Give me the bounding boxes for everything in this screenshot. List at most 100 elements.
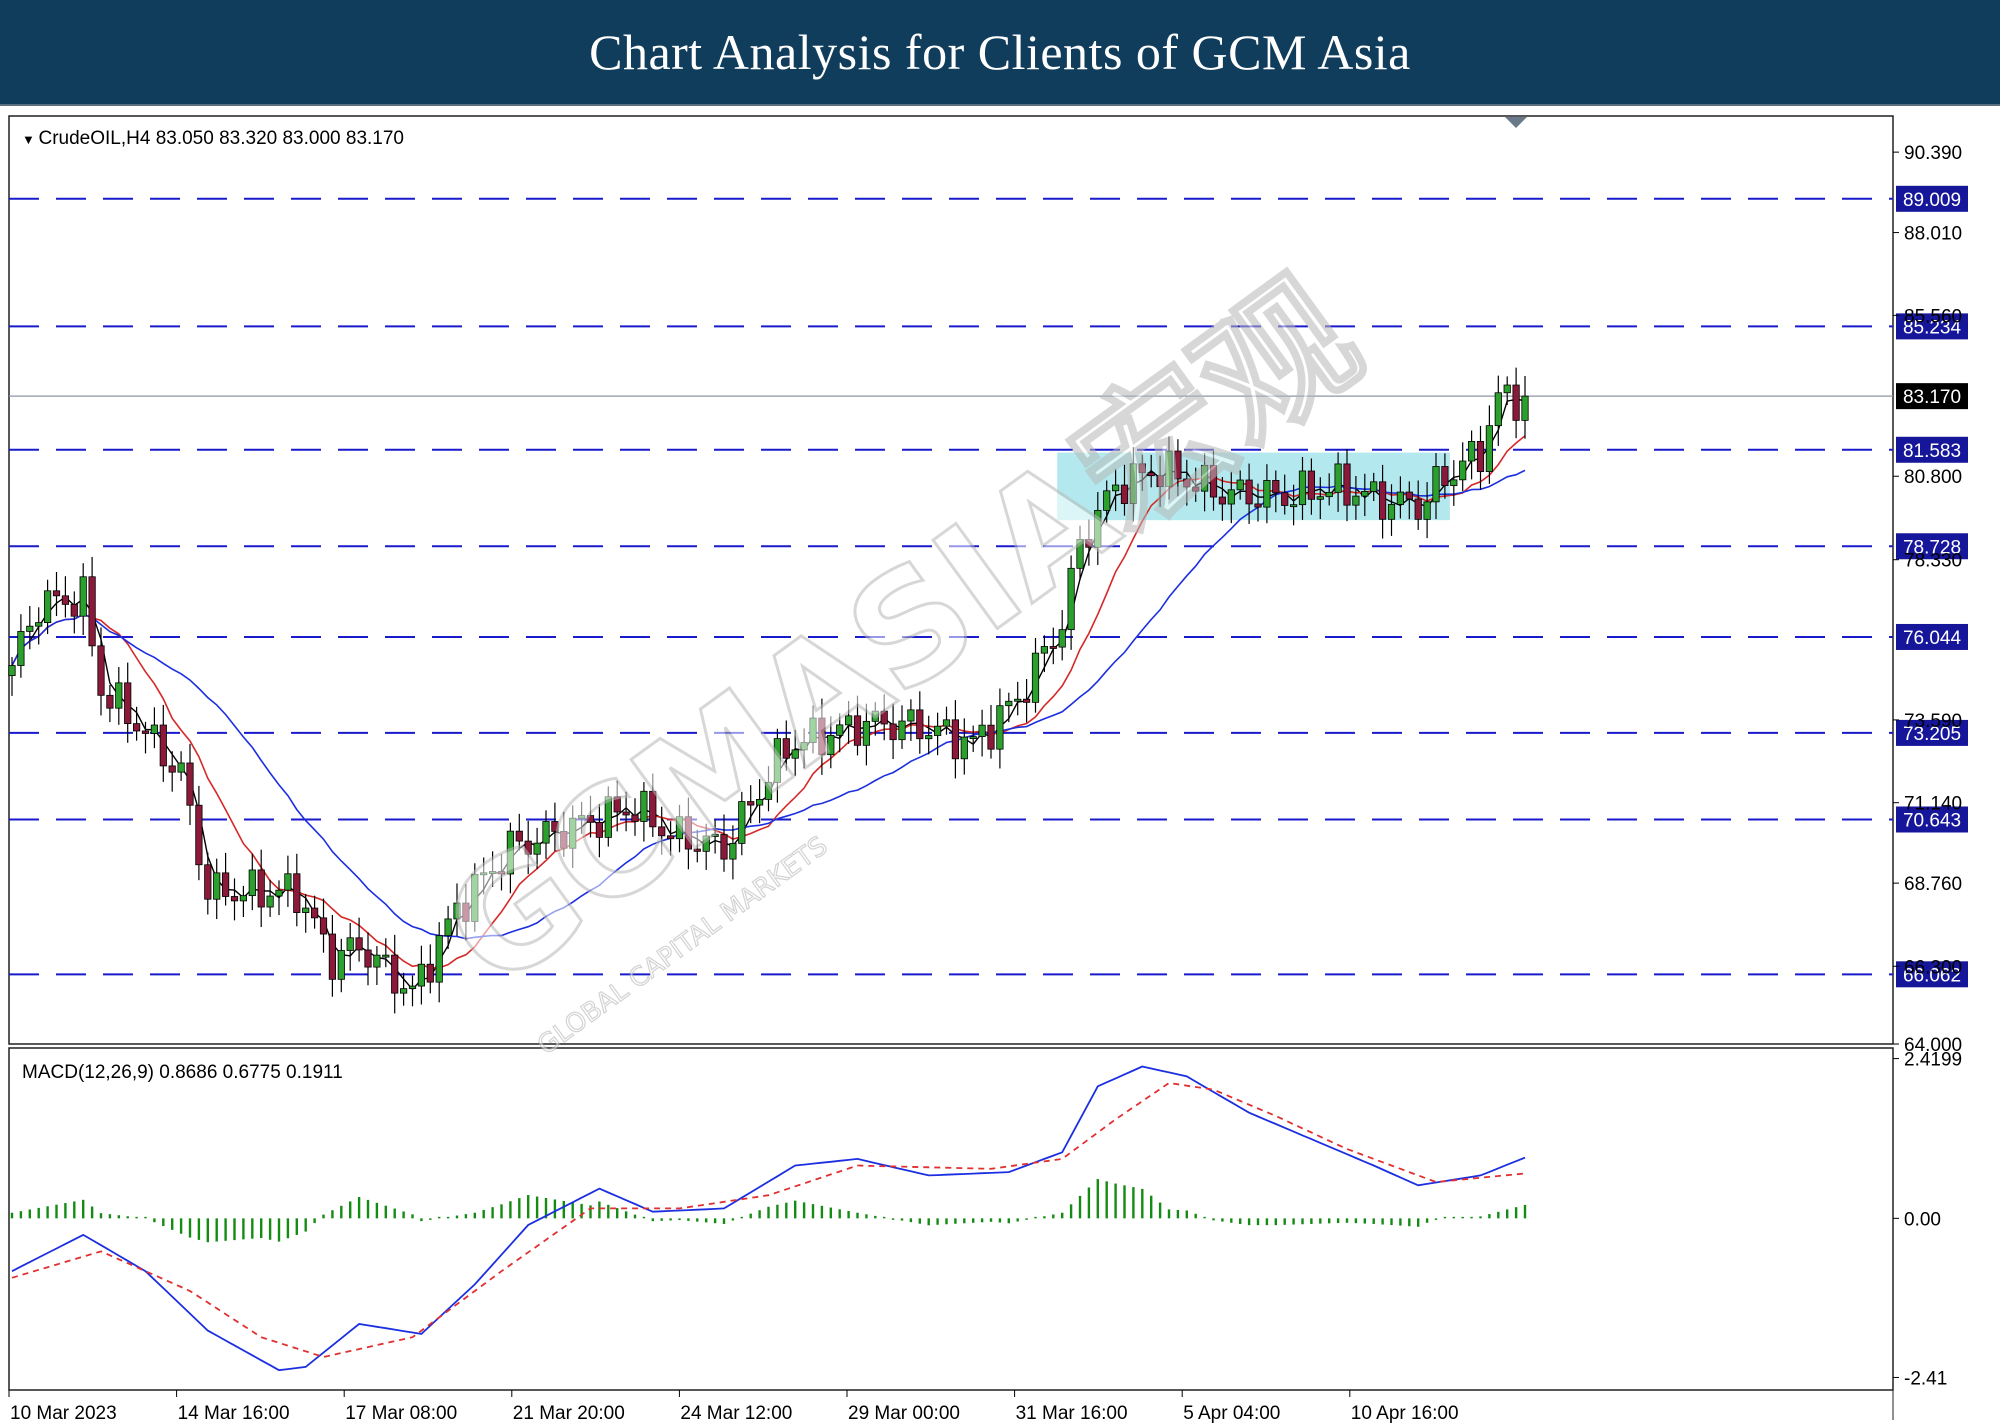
candle-body: [1076, 539, 1084, 569]
candle-body: [337, 950, 345, 980]
time-tick-label: 5 Apr 04:00: [1183, 1403, 1280, 1424]
candle-body: [1476, 441, 1485, 473]
candle-body: [17, 631, 25, 666]
level-tag: [1896, 313, 1968, 340]
candle-body: [480, 872, 488, 876]
time-tick-label: 24 Mar 12:00: [680, 1403, 792, 1424]
candle-body: [177, 762, 185, 773]
candle-body: [355, 937, 363, 951]
candle-body: [942, 719, 951, 727]
candle-body: [1005, 700, 1013, 707]
symbol-info-label: ▼ CrudeOIL,H4 83.050 83.320 83.000 83.17…: [22, 128, 404, 149]
candle-body: [524, 840, 532, 855]
candle-body: [613, 796, 621, 813]
candle-body: [1414, 498, 1422, 520]
candle-body: [1040, 646, 1048, 654]
macd-tick-label: 0.00: [1904, 1209, 1941, 1230]
candle-body: [328, 933, 337, 980]
candle-body: [391, 954, 399, 994]
candle-body: [150, 724, 158, 734]
candle-body: [738, 801, 746, 844]
candle-body: [693, 848, 701, 852]
candle-body: [1174, 450, 1182, 480]
level-label: 66.062: [1903, 965, 1961, 986]
candle-body: [497, 871, 506, 875]
candle-body: [827, 734, 835, 756]
header-separator: [0, 104, 2000, 106]
candle-body: [658, 826, 666, 837]
candle-body: [551, 821, 559, 832]
candle-body: [969, 736, 977, 739]
candle-body: [132, 723, 141, 732]
current-price-line: 83.170: [9, 383, 1968, 410]
candle-body: [1316, 496, 1324, 500]
candle-body: [52, 590, 61, 597]
candle-body: [702, 835, 710, 852]
candle-body: [1138, 463, 1146, 474]
candle-body: [1334, 463, 1342, 493]
time-tick-label: 29 Mar 00:00: [848, 1403, 960, 1424]
chart-shift-marker-icon[interactable]: [1505, 117, 1527, 128]
candle-body: [978, 724, 986, 737]
price-tick-label: 80.800: [1904, 467, 1962, 488]
candle-body: [907, 709, 915, 722]
candle-body: [1120, 484, 1129, 505]
candle-body: [141, 730, 150, 734]
macd-tick-label: 2.4199: [1904, 1050, 1962, 1071]
candle-body: [836, 724, 844, 736]
candle-body: [364, 949, 372, 968]
candle-body: [764, 781, 773, 800]
candle-body: [631, 814, 639, 822]
candle-body: [542, 821, 550, 844]
candle-body: [675, 816, 684, 840]
current-price-label: 83.170: [1903, 387, 1961, 408]
candle-body: [960, 736, 968, 760]
candle-body: [515, 830, 523, 842]
candle-body: [70, 603, 78, 617]
candle-body: [1432, 466, 1440, 503]
candle-body: [595, 821, 604, 838]
candle-body: [1129, 463, 1137, 505]
candle-body: [569, 817, 577, 849]
candle-body: [853, 715, 862, 746]
candle-body: [996, 705, 1004, 750]
candle-body: [916, 709, 924, 740]
candle-body: [1245, 479, 1253, 505]
header-banner: Chart Analysis for Clients of GCM Asia: [0, 0, 2000, 104]
level-label: 89.009: [1903, 190, 1961, 211]
current-price-tag: [1896, 383, 1968, 410]
candle-body: [1405, 491, 1413, 500]
candle-body: [310, 907, 319, 919]
candle-body: [1254, 503, 1262, 508]
time-tick-label: 14 Mar 16:00: [178, 1403, 290, 1424]
price-tick-label: 68.760: [1904, 874, 1962, 895]
level-label: 73.205: [1903, 724, 1961, 745]
price-axis: 90.390 88.010 85.560 80.800 78.330 73.590 71.1…: [1893, 143, 1962, 1056]
level-tag: [1896, 623, 1968, 650]
watermark: GCMASIA宏观 GLOBAL CAPITAL MARKETS: [413, 246, 1391, 1062]
level-label: 81.583: [1903, 441, 1961, 462]
candle-body: [889, 723, 897, 741]
candle-body: [1112, 484, 1120, 492]
candle-body: [1014, 698, 1022, 702]
candle-body: [720, 834, 728, 860]
candle-body: [373, 954, 381, 968]
candle-body: [987, 724, 995, 750]
candle-body: [168, 765, 176, 773]
candle-body: [1031, 652, 1040, 703]
candle-body: [115, 682, 123, 709]
level-label: 76.044: [1903, 628, 1962, 649]
candle-body: [1049, 646, 1057, 649]
candle-body: [862, 720, 871, 746]
candle-body: [1156, 475, 1164, 488]
time-axis: 10 Mar 2023 14 Mar 16:00 17 Mar 08:00 21 Ma…: [8, 1390, 1459, 1424]
candle-body: [426, 963, 434, 983]
candle-body: [1209, 464, 1218, 498]
level-label: 70.643: [1903, 810, 1961, 831]
candle-body: [35, 622, 43, 627]
candle-body: [1441, 466, 1449, 487]
candle-body: [560, 830, 568, 849]
candle-body: [88, 576, 96, 647]
candle-body: [239, 895, 247, 902]
